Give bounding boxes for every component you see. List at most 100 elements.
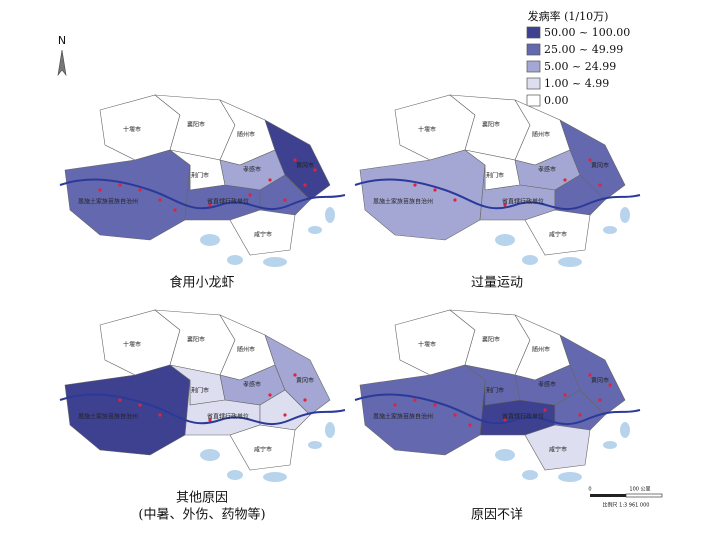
case-dot [588,373,592,377]
case-dot [503,418,507,422]
map-label: 恩施土家族苗族自治州 [373,413,433,421]
legend-title: 发病率 (1/10万) [528,9,609,23]
region [64,364,191,456]
map-label: 黄冈市 [296,377,314,385]
case-dot [208,203,212,207]
lake [495,449,515,461]
case-dot [293,158,297,162]
case-dot [578,413,582,417]
map-label: 孝感市 [243,381,261,389]
map-label: 省直辖行政单位 [207,198,249,206]
scale-ratio: 比例尺 1:3 961 000 [603,502,650,509]
map-label: 黄冈市 [591,162,609,170]
region [359,149,486,241]
map-label: 随州市 [237,131,255,139]
panel-caption: 食用小龙虾 [169,275,234,291]
map-label: 十堰市 [418,126,436,134]
lake [558,257,582,267]
lake [522,470,538,480]
map-label: 孝感市 [538,381,556,389]
legend-label: 1.00 ~ 4.99 [544,77,609,90]
case-dot [248,193,252,197]
map-label: 恩施土家族苗族自治州 [78,413,138,421]
map-label: 咸宁市 [549,446,567,454]
case-dot [268,393,272,397]
lake [308,226,322,234]
case-dot [173,208,177,212]
lake [620,207,630,223]
river [59,178,346,211]
map-label: 咸宁市 [254,231,272,239]
lake [227,470,243,480]
north-arrow [57,49,67,77]
lake [263,472,287,482]
case-dot [303,398,307,402]
map-label: 省直辖行政单位 [502,198,544,206]
panel-subcaption: (中暑、外伤、药物等) [138,507,265,523]
map-label: 荆门市 [486,172,504,180]
panel-caption: 原因不详 [471,508,523,523]
case-dot [598,398,602,402]
map-label: 十堰市 [123,126,141,134]
map-label: 省直辖行政单位 [502,413,544,421]
legend-swatch [526,94,541,107]
panel-caption: 过量运动 [471,276,523,291]
case-dot [453,413,457,417]
map-label: 荆门市 [191,172,209,180]
map-label: 咸宁市 [254,446,272,454]
map-label: 襄阳市 [187,336,205,344]
case-dot [313,168,317,172]
map-label: 襄阳市 [187,121,205,129]
case-dot [138,188,142,192]
map-label: 孝感市 [538,166,556,174]
case-dot [413,183,417,187]
case-dot [283,413,287,417]
region [229,424,296,471]
lake [200,449,220,461]
lake [522,255,538,265]
map-label: 随州市 [532,131,550,139]
map-label: 十堰市 [418,341,436,349]
case-dot [543,408,547,412]
case-dot [563,178,567,182]
map-label: 荆门市 [486,387,504,395]
lake [495,234,515,246]
map-label: 恩施土家族苗族自治州 [373,198,433,206]
map-label: 咸宁市 [549,231,567,239]
map-label: 恩施土家族苗族自治州 [78,198,138,206]
lake [263,257,287,267]
lake [558,472,582,482]
river [59,393,346,426]
legend-label: 25.00 ~ 49.99 [544,43,623,56]
map-label: 黄冈市 [296,162,314,170]
region [359,364,486,456]
case-dot [588,158,592,162]
case-dot [268,178,272,182]
legend-label: 50.00 ~ 100.00 [544,26,630,39]
region [229,209,296,256]
river [354,178,641,211]
case-dot [468,423,472,427]
case-dot [98,188,102,192]
case-dot [608,383,612,387]
scale-label: 0 [588,487,591,493]
case-dot [118,183,122,187]
case-dot [433,188,437,192]
lake [308,441,322,449]
lake [325,422,335,438]
case-dot [453,198,457,202]
case-dot [158,413,162,417]
map-label: 黄冈市 [591,377,609,385]
north-label: N [58,34,66,47]
legend-swatch [526,26,541,39]
case-dot [293,373,297,377]
map-label: 襄阳市 [482,121,500,129]
map-label: 随州市 [237,346,255,354]
panel-caption: 其他原因 [176,491,228,506]
lake [325,207,335,223]
region [64,149,191,241]
map-label: 荆门市 [191,387,209,395]
